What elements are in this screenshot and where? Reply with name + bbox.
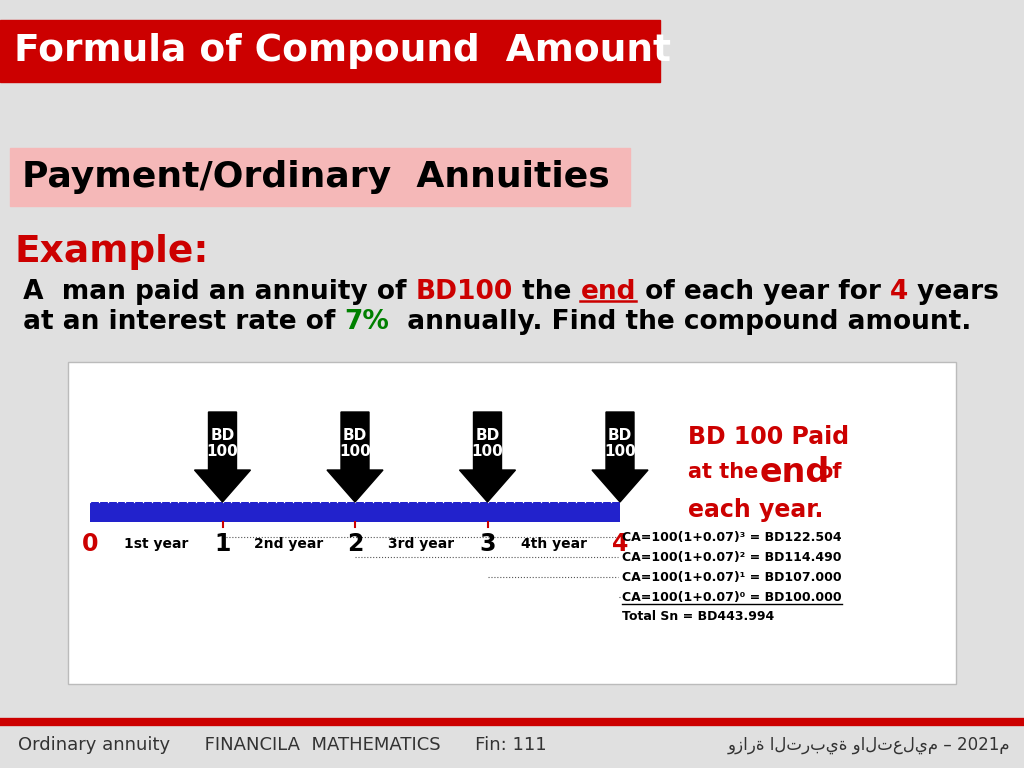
Text: BD: BD: [608, 428, 632, 442]
Text: Formula of Compound  Amount: Formula of Compound Amount: [14, 33, 671, 69]
Text: 4th year: 4th year: [521, 537, 587, 551]
Text: of each year for: of each year for: [636, 279, 890, 305]
Text: 4: 4: [890, 279, 908, 305]
Text: BD 100 Paid: BD 100 Paid: [688, 425, 849, 449]
Text: وزارة التربية والتعليم – 2021م: وزارة التربية والتعليم – 2021م: [727, 736, 1010, 754]
Text: CA=100(1+0.07)³ = BD122.504: CA=100(1+0.07)³ = BD122.504: [622, 531, 842, 544]
Polygon shape: [592, 412, 648, 502]
Bar: [68, 362, 956, 684]
Text: at an interest rate of: at an interest rate of: [14, 309, 344, 335]
Text: 3rd year: 3rd year: [388, 537, 455, 551]
Text: 100: 100: [472, 443, 504, 458]
Text: Ordinary annuity      FINANCILA  MATHEMATICS      Fin: 111: Ordinary annuity FINANCILA MATHEMATICS F…: [18, 736, 547, 754]
Text: end: end: [581, 279, 636, 305]
Text: annually. Find the compound amount.: annually. Find the compound amount.: [389, 309, 972, 335]
Text: BD: BD: [210, 428, 234, 442]
Text: 2: 2: [347, 532, 364, 556]
Text: Payment/Ordinary  Annuities: Payment/Ordinary Annuities: [22, 160, 609, 194]
Text: BD: BD: [475, 428, 500, 442]
Text: end: end: [760, 455, 830, 488]
Bar: [90, 502, 620, 522]
Text: BD: BD: [343, 428, 368, 442]
Text: BD100: BD100: [416, 279, 513, 305]
Text: 7%: 7%: [344, 309, 389, 335]
Text: Total Sn = BD443.994: Total Sn = BD443.994: [622, 611, 774, 624]
Text: 100: 100: [339, 443, 371, 458]
Polygon shape: [195, 412, 251, 502]
Text: 4: 4: [611, 532, 628, 556]
Text: 0: 0: [82, 532, 98, 556]
Polygon shape: [327, 412, 383, 502]
Text: 1st year: 1st year: [124, 537, 188, 551]
Text: at the: at the: [688, 462, 759, 482]
Text: CA=100(1+0.07)² = BD114.490: CA=100(1+0.07)² = BD114.490: [622, 551, 842, 564]
Text: A  man paid an annuity of: A man paid an annuity of: [14, 279, 416, 305]
Text: each year.: each year.: [688, 498, 823, 522]
Text: of: of: [818, 462, 842, 482]
Text: 100: 100: [207, 443, 239, 458]
Bar: [10, 148, 630, 206]
Text: CA=100(1+0.07)⁰ = BD100.000: CA=100(1+0.07)⁰ = BD100.000: [622, 591, 842, 604]
Text: the: the: [513, 279, 581, 305]
Text: 100: 100: [604, 443, 636, 458]
Text: 2nd year: 2nd year: [254, 537, 324, 551]
Text: 1: 1: [214, 532, 230, 556]
Text: years: years: [908, 279, 999, 305]
Text: 3: 3: [479, 532, 496, 556]
Text: CA=100(1+0.07)¹ = BD107.000: CA=100(1+0.07)¹ = BD107.000: [622, 571, 842, 584]
Polygon shape: [460, 412, 515, 502]
Bar: [0, 20, 660, 82]
Text: Example:: Example:: [14, 234, 209, 270]
